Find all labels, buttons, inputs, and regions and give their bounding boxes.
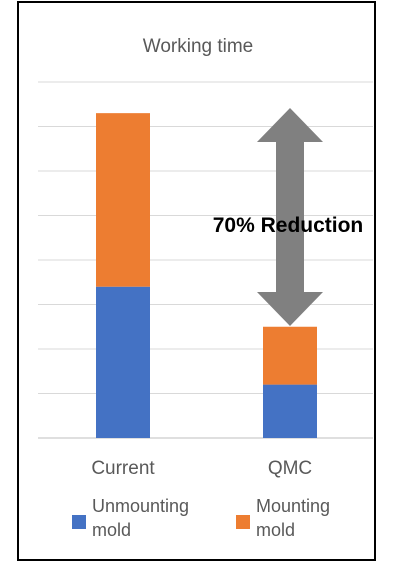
legend-label-mounting: Mounting mold [256, 496, 331, 540]
x-tick-labels: Current QMC [91, 458, 312, 479]
chart-frame [17, 1, 376, 561]
legend-item-mounting: Mounting mold [236, 494, 330, 542]
chart-title: Working time [142, 36, 254, 57]
bars [96, 113, 317, 438]
legend-swatch-mounting [236, 515, 250, 529]
x-tick-label: Current [91, 458, 155, 479]
x-tick-label: QMC [268, 458, 312, 479]
reduction-arrow: 70% Reduction [213, 108, 364, 326]
bar-current-unmounting [96, 286, 150, 438]
legend-item-unmounting: Unmounting mold [72, 494, 189, 542]
gridlines [38, 81, 373, 439]
bar-qmc-mounting [263, 326, 317, 385]
legend-label-unmounting: Unmounting mold [92, 496, 190, 540]
reduction-label: 70% Reduction [213, 214, 364, 237]
double-arrow-shape [257, 108, 323, 326]
legend-swatch-unmounting [72, 515, 86, 529]
bar-qmc-unmounting [263, 384, 317, 438]
bar-current-mounting [96, 113, 150, 287]
